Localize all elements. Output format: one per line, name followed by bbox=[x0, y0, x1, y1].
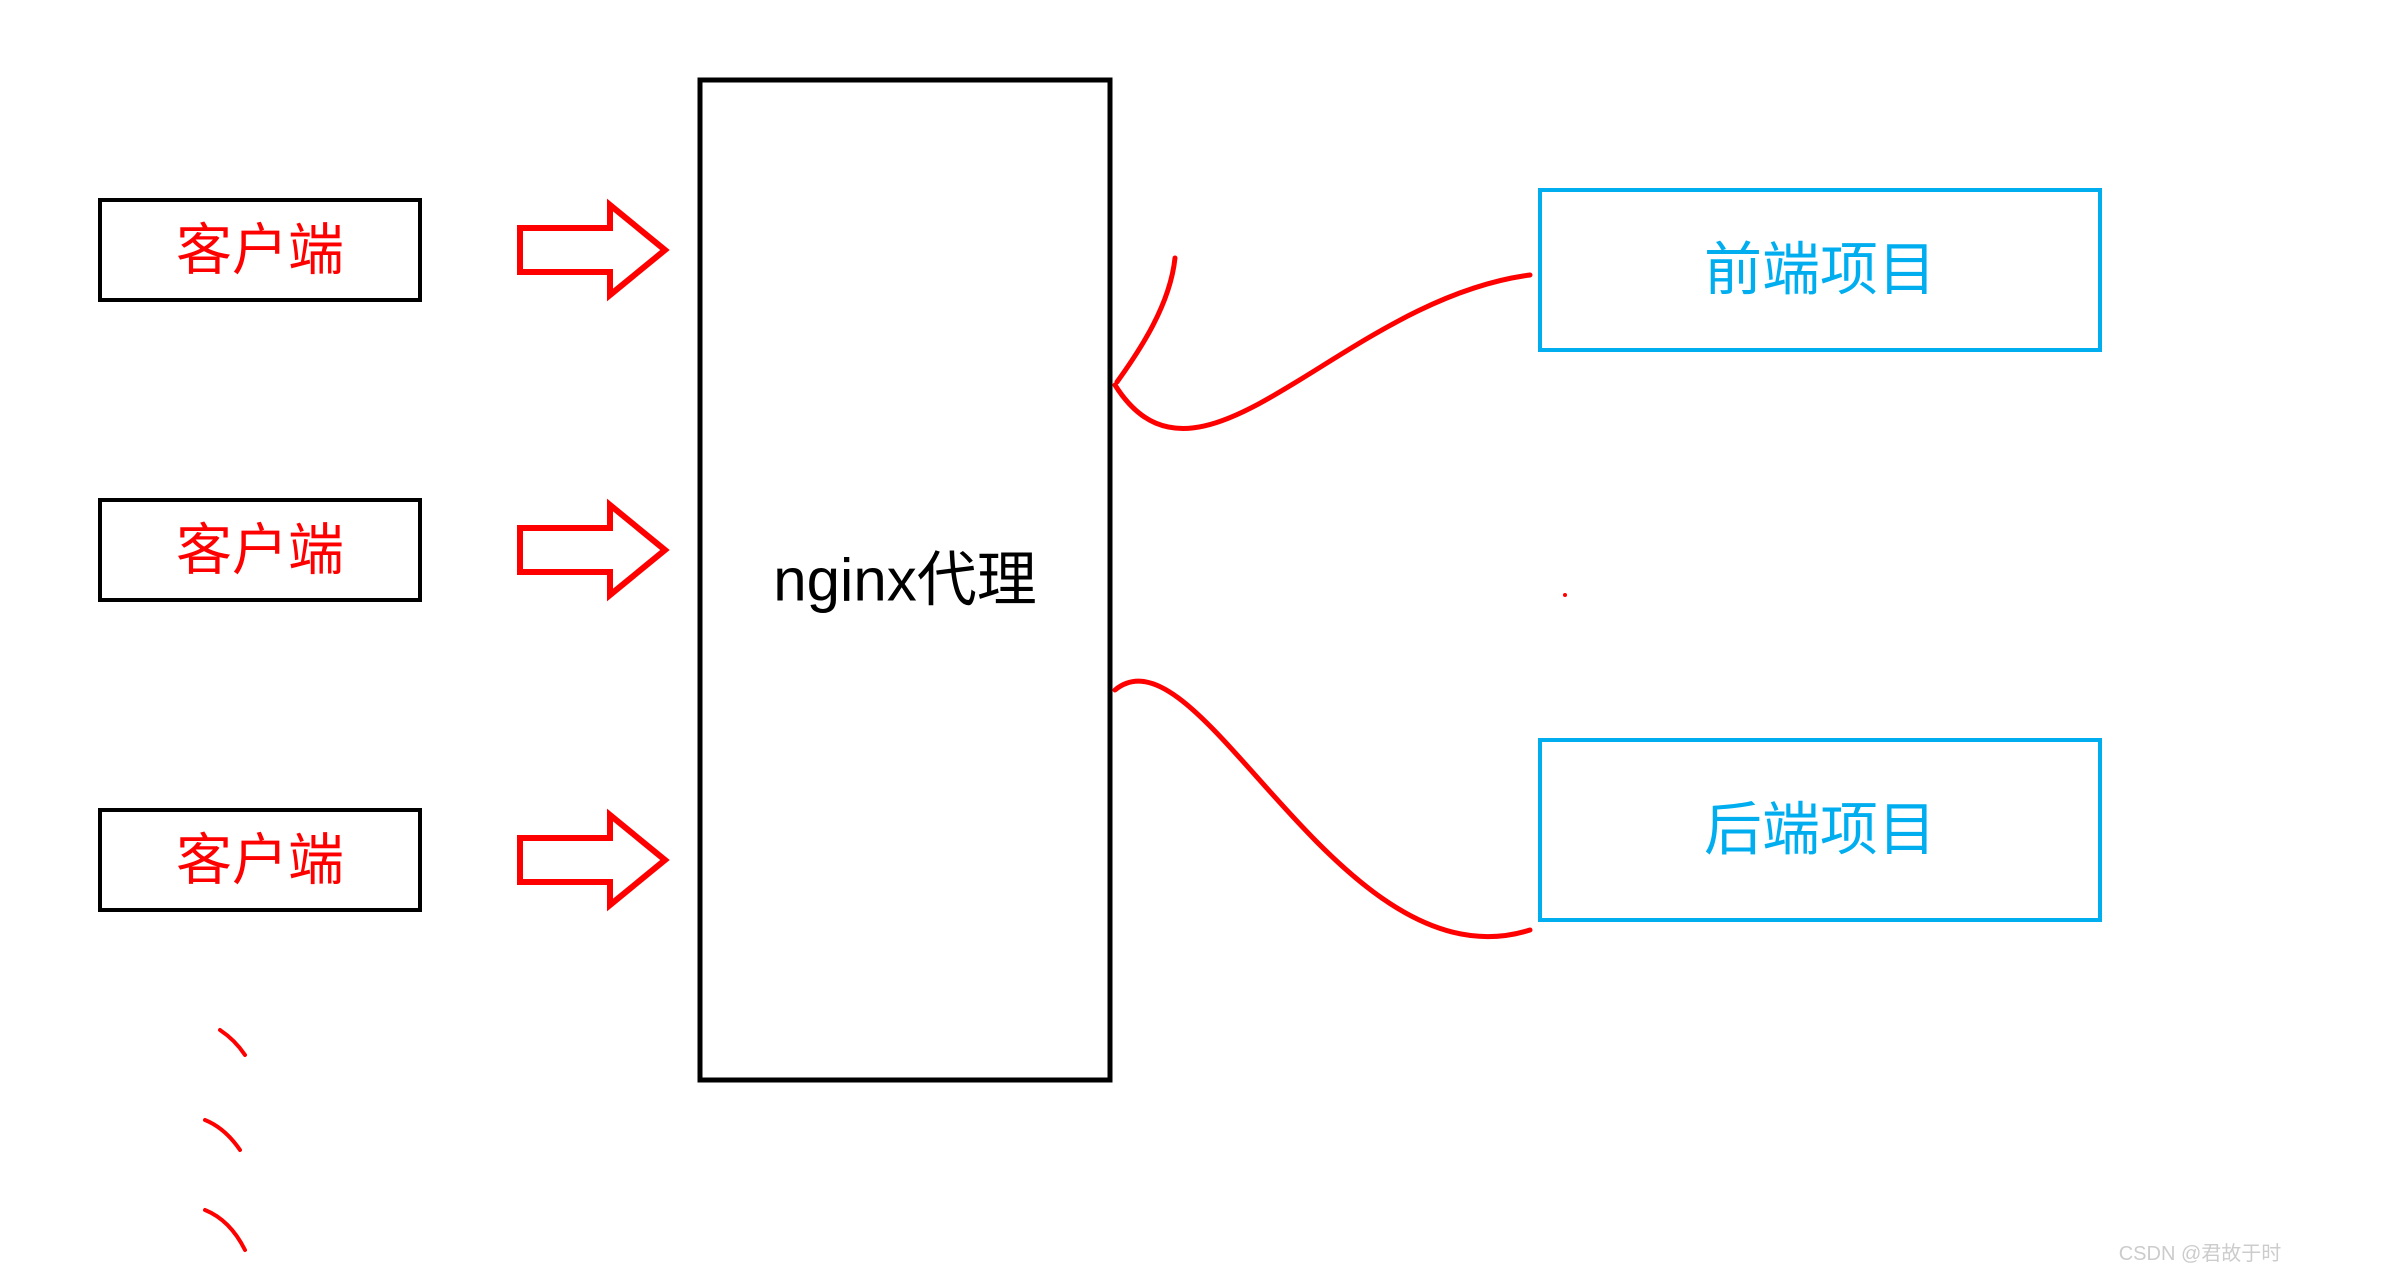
watermark: CSDN @君故于时 bbox=[2119, 1242, 2282, 1265]
node-label-client3: 客户端 bbox=[176, 829, 344, 892]
stray-dot bbox=[1563, 593, 1567, 597]
node-label-front: 前端项目 bbox=[1704, 238, 1936, 303]
node-label-nginx: nginx代理 bbox=[773, 547, 1036, 614]
node-label-client1: 客户端 bbox=[176, 219, 344, 282]
node-label-back: 后端项目 bbox=[1704, 798, 1936, 863]
node-label-client2: 客户端 bbox=[176, 519, 344, 582]
